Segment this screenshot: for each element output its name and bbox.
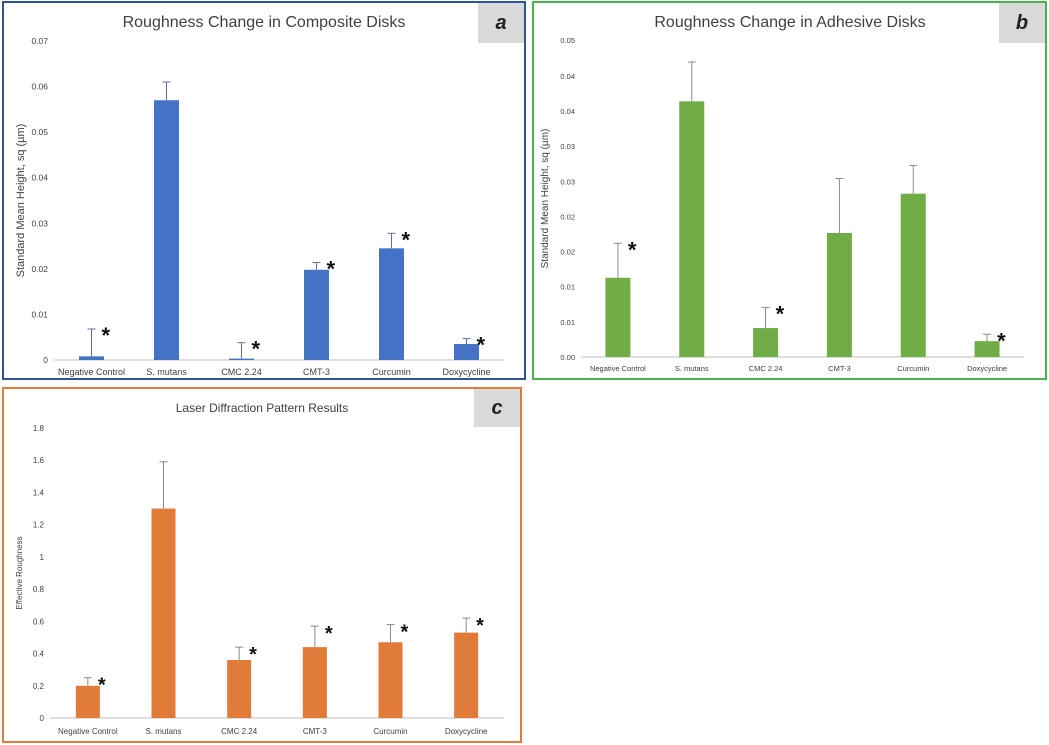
- chart2-bar-1: [151, 508, 176, 718]
- chart2-category-label-0: Negative Control: [58, 727, 118, 736]
- chart0-ytick-label-0: 0: [43, 355, 48, 365]
- panel-letter-c: c: [474, 389, 520, 427]
- chart2-ytick-label-5: 1: [40, 553, 45, 562]
- chart1-category-label-4: Curcumin: [897, 364, 929, 373]
- chart2-ytick-label-3: 0.6: [33, 617, 45, 626]
- chart2-bar-2: [227, 660, 252, 718]
- chart0-category-label-5: Doxycycline: [442, 367, 490, 377]
- chart0-ytick-label-7: 0.07: [31, 36, 48, 46]
- chart0-category-label-2: CMC 2.24: [221, 367, 262, 377]
- chart1-bar-0: [605, 277, 631, 357]
- chart0-bar-5: [454, 344, 479, 360]
- chart0-bar-3: [304, 269, 329, 360]
- chart2-category-label-2: CMC 2.24: [221, 727, 258, 736]
- chart-composite-disks: Roughness Change in Composite Disks Stand…: [15, 14, 504, 377]
- chart1-bar-2: [753, 328, 779, 357]
- chart1-ytick-label-4: 0.02: [560, 212, 575, 221]
- chart1-category-label-3: CMT-3: [828, 364, 851, 373]
- chart0-title: Roughness Change in Composite Disks: [123, 14, 406, 31]
- chart1-ytick-label-6: 0.03: [560, 142, 575, 151]
- chart1-significance-marker-0: *: [628, 237, 637, 262]
- chart1-ytick-label-9: 0.05: [560, 36, 575, 45]
- panel-letter-b: b: [999, 3, 1045, 43]
- panel-b: Roughness Change in Adhesive Disks Standa…: [532, 1, 1047, 380]
- chart2-ytick-label-0: 0: [40, 714, 45, 723]
- chart2-bar-3: [302, 647, 327, 718]
- chart0-ytick-label-2: 0.02: [31, 264, 48, 274]
- chart2-significance-marker-3: *: [325, 623, 333, 645]
- chart2-ytick-label-1: 0.2: [33, 682, 45, 691]
- chart1-bar-4: [900, 193, 926, 357]
- chart2-category-label-3: CMT-3: [303, 727, 328, 736]
- chart2-ytick-label-2: 0.4: [33, 650, 45, 659]
- chart0-category-label-3: CMT-3: [303, 367, 330, 377]
- chart0-significance-marker-4: *: [402, 227, 411, 252]
- chart0-bar-4: [379, 248, 404, 360]
- chart2-bar-5: [454, 632, 479, 718]
- chart0-ytick-label-3: 0.03: [31, 218, 48, 228]
- chart2-category-label-1: S. mutans: [145, 727, 181, 736]
- chart1-category-label-5: Doxycycline: [967, 364, 1007, 373]
- chart2-significance-marker-0: *: [98, 675, 106, 697]
- chart2-ytick-label-8: 1.6: [33, 456, 45, 465]
- chart2-ytick-label-6: 1.2: [33, 521, 45, 530]
- chart1-ylabel: Standard Mean Height, sq (µm): [540, 129, 551, 269]
- chart0-ytick-label-5: 0.05: [31, 127, 48, 137]
- chart2-significance-marker-4: *: [401, 622, 409, 644]
- chart2-ytick-label-7: 1.4: [33, 488, 45, 497]
- chart2-bar-4: [378, 642, 403, 718]
- chart2-bar-0: [75, 685, 100, 718]
- panel-letter-a: a: [478, 3, 524, 43]
- chart0-ytick-label-1: 0.01: [31, 309, 48, 319]
- chart2-significance-marker-5: *: [476, 615, 484, 637]
- chart0-significance-marker-3: *: [327, 256, 336, 281]
- chart0-ytick-label-6: 0.06: [31, 82, 48, 92]
- chart1-ytick-label-1: 0.01: [560, 318, 575, 327]
- chart1-bar-3: [826, 232, 852, 357]
- chart2-title: Laser Diffraction Pattern Results: [176, 401, 349, 415]
- chart0-category-label-0: Negative Control: [58, 367, 125, 377]
- chart1-category-label-1: S. mutans: [675, 364, 709, 373]
- chart0-bar-2: [229, 358, 254, 360]
- chart0-bar-1: [154, 100, 179, 360]
- chart1-ytick-label-2: 0.01: [560, 283, 575, 292]
- chart1-category-label-2: CMC 2.24: [749, 364, 783, 373]
- chart-adhesive-disks: Roughness Change in Adhesive Disks Standa…: [540, 14, 1024, 373]
- panel-c: Laser Diffraction Pattern Results Effecti…: [2, 387, 522, 743]
- chart1-ytick-label-7: 0.04: [560, 107, 575, 116]
- chart2-category-label-5: Doxycycline: [445, 727, 488, 736]
- chart0-category-label-1: S. mutans: [146, 367, 187, 377]
- chart0-bar-0: [79, 356, 104, 360]
- chart0-significance-marker-0: *: [102, 323, 111, 348]
- chart1-category-label-0: Negative Control: [590, 364, 646, 373]
- chart0-category-label-4: Curcumin: [372, 367, 411, 377]
- chart1-ytick-label-8: 0.04: [560, 72, 575, 81]
- chart2-category-label-4: Curcumin: [373, 727, 407, 736]
- chart0-significance-marker-2: *: [252, 337, 261, 362]
- chart0-significance-marker-5: *: [477, 333, 486, 358]
- chart1-bar-5: [974, 341, 1000, 357]
- chart2-significance-marker-2: *: [249, 644, 257, 666]
- chart0-ytick-label-4: 0.04: [31, 173, 48, 183]
- chart2-ytick-label-4: 0.8: [33, 585, 45, 594]
- chart1-significance-marker-5: *: [997, 328, 1006, 353]
- chart0-ylabel: Standard Mean Height, sq (µm): [15, 124, 27, 278]
- chart1-ytick-label-5: 0.03: [560, 177, 575, 186]
- chart1-ytick-label-0: 0.00: [560, 353, 575, 362]
- chart1-significance-marker-2: *: [776, 301, 785, 326]
- chart1-ytick-label-3: 0.02: [560, 248, 575, 257]
- chart2-ytick-label-9: 1.8: [33, 424, 45, 433]
- panel-a: Roughness Change in Composite Disks Stand…: [2, 1, 526, 380]
- chart-laser-diffraction: Laser Diffraction Pattern Results Effecti…: [15, 401, 504, 736]
- chart1-title: Roughness Change in Adhesive Disks: [654, 14, 925, 31]
- chart2-ylabel: Effective Roughness: [15, 536, 24, 609]
- chart1-bar-1: [679, 101, 705, 357]
